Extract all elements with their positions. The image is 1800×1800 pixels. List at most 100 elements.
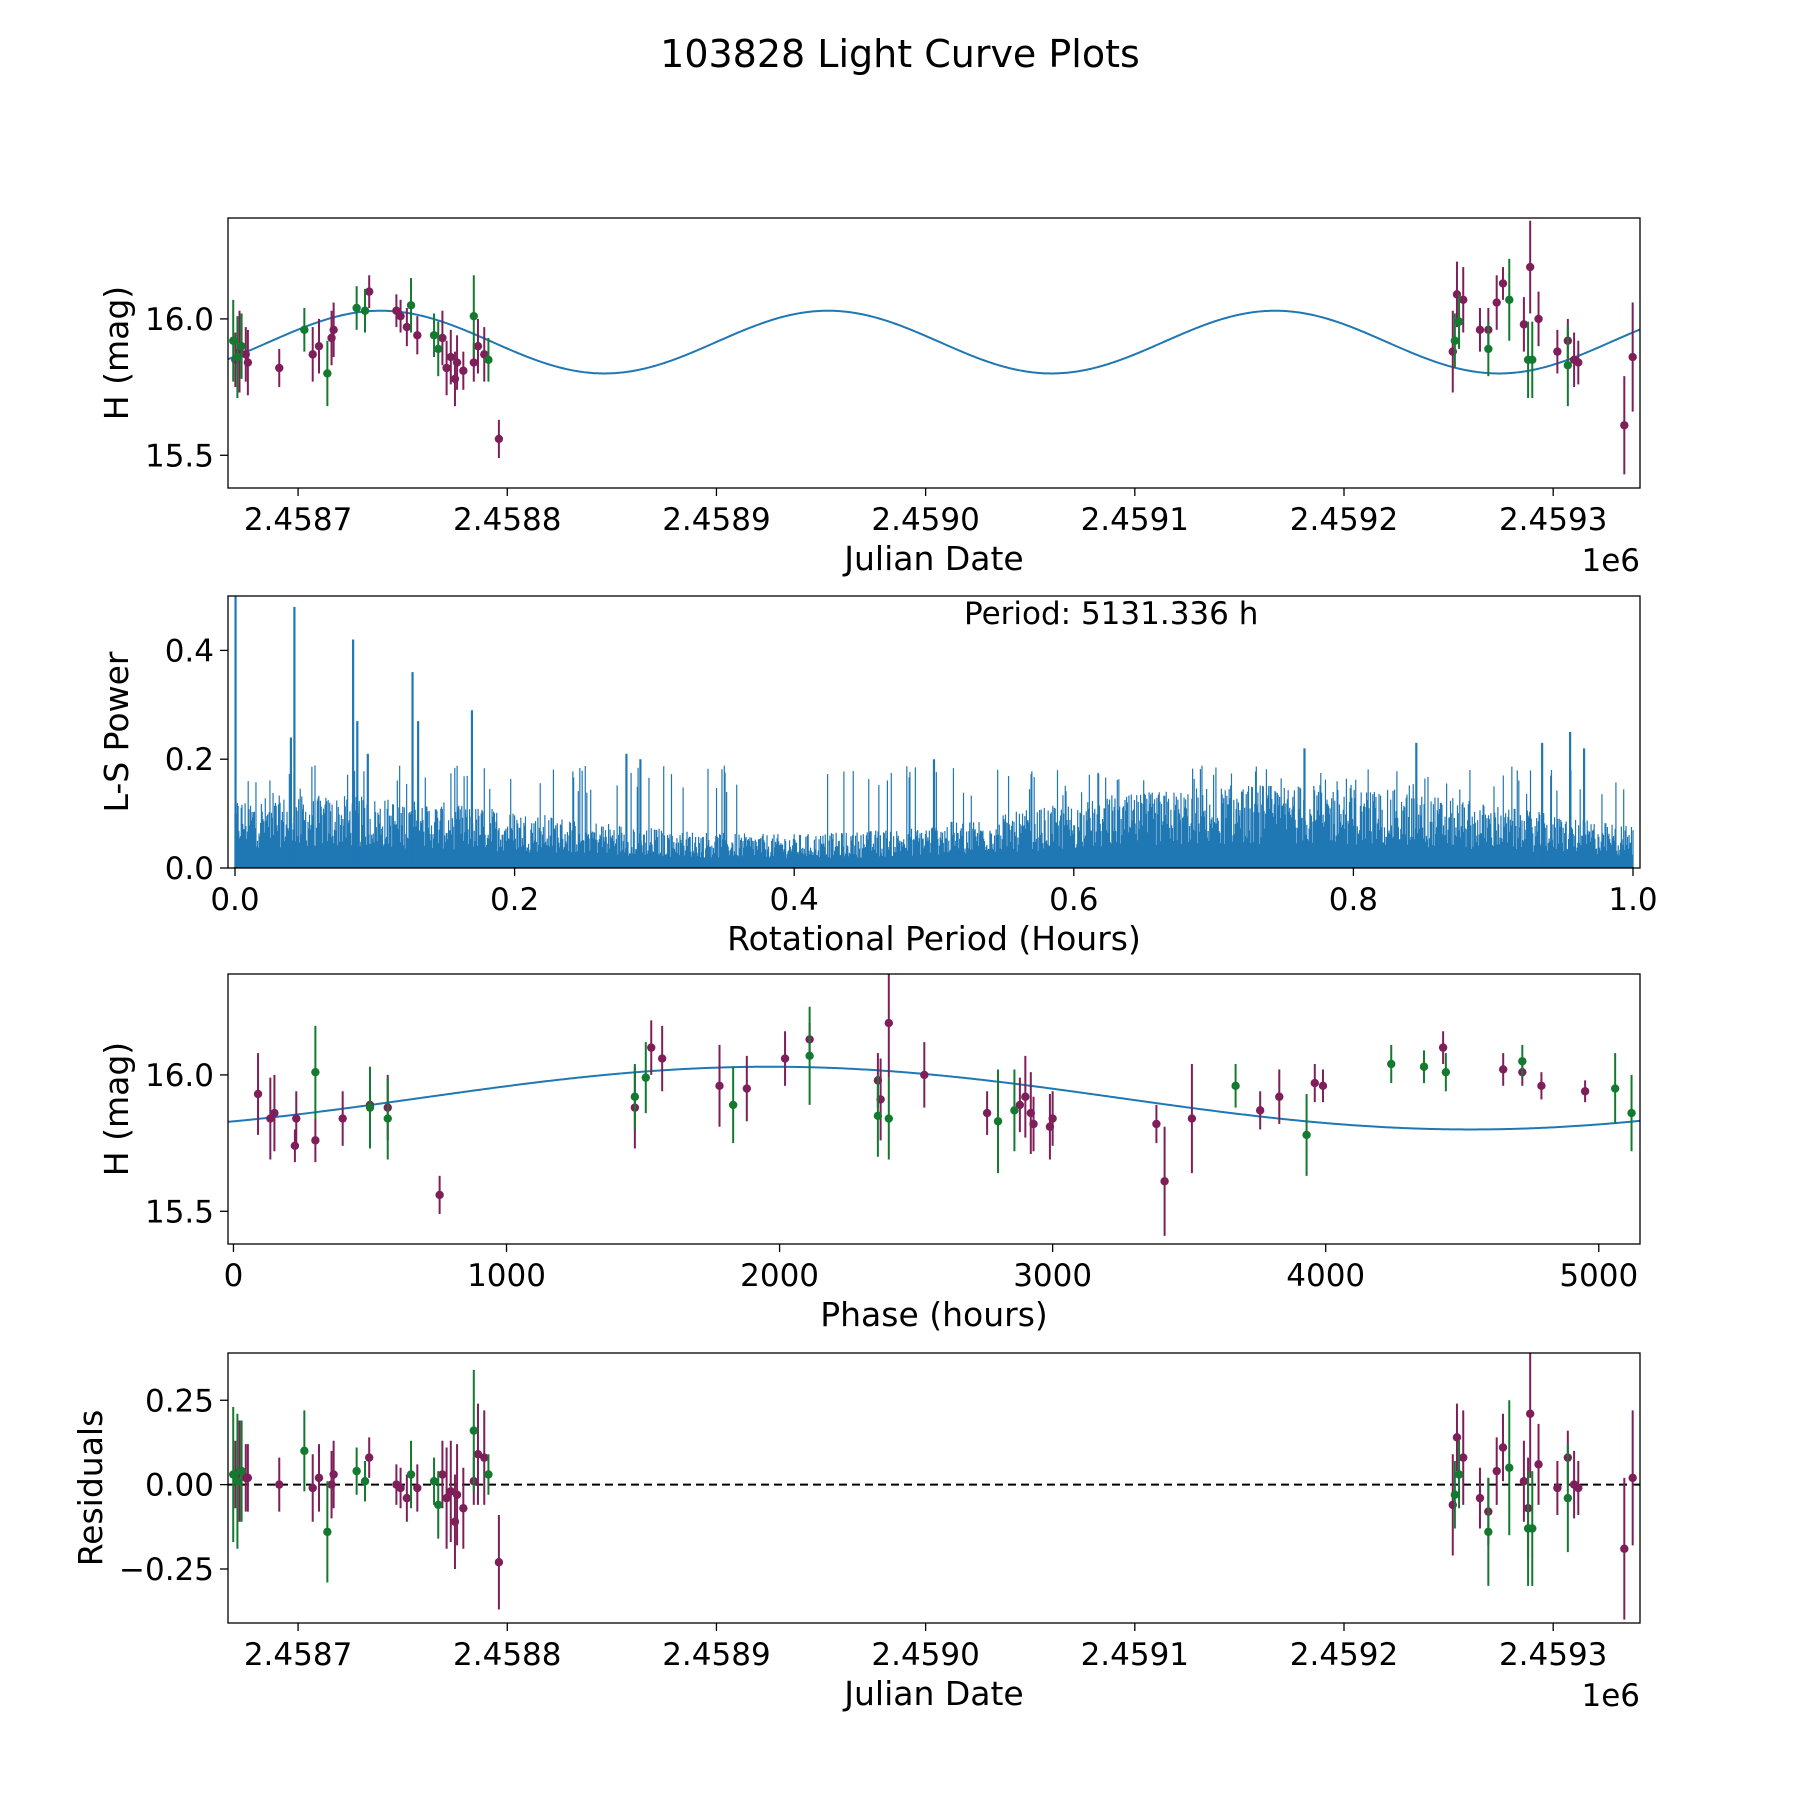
data-point [728,1100,738,1110]
x-tick-label: 1.0 [1608,882,1657,918]
data-point [1255,1106,1265,1115]
data-point [1484,1527,1493,1537]
data-point [442,363,451,373]
period-annotation: Period: 5131.336 h [964,596,1258,632]
data-point [442,1493,451,1503]
x-tick-label: 0.0 [210,882,259,918]
data-point [469,1426,478,1435]
data-point [1318,1081,1328,1091]
data-point [1528,1524,1537,1533]
x-tick-label: 2.4593 [1499,502,1607,538]
data-point [1152,1119,1161,1129]
data-point [237,1466,246,1476]
data-point [641,1073,650,1082]
data-point [1015,1100,1025,1110]
data-point [469,358,478,367]
y-tick-label: 0.0 [165,851,214,887]
x-tick-label: 2.4590 [871,502,979,538]
data-point [253,1089,263,1099]
x-tick-label: 2.4592 [1290,1637,1398,1673]
x-axis-label: Julian Date [842,539,1024,578]
y-tick-label: 15.5 [145,438,214,474]
y-axis-label: Residuals [71,1410,110,1567]
data-point [1620,1544,1629,1553]
data-point [446,352,455,362]
data-point [494,1558,504,1567]
data-point [780,1054,790,1063]
data-point [1021,1092,1030,1101]
data-point [1563,361,1573,370]
data-point [1048,1114,1057,1123]
y-axis-label: H (mag) [97,1042,136,1176]
x-tick-label: 5000 [1559,1258,1638,1294]
data-point [1525,1409,1535,1418]
data-point [469,311,478,321]
data-point [1419,1062,1429,1071]
data-point [237,341,246,351]
axes-frame [227,973,1641,1245]
y-tick-label: 0.25 [145,1383,214,1419]
data-point [413,331,422,340]
data-point [473,1450,483,1459]
data-point [406,301,416,310]
data-point [715,1081,724,1091]
data-point [360,306,370,315]
x-tick-label: 2.4591 [1081,502,1189,538]
data-point [365,287,374,296]
data-point [982,1108,992,1118]
data-point [229,1470,238,1479]
data-point [1492,298,1501,307]
data-point [406,1470,416,1479]
data-point [1441,1067,1451,1077]
data-point [1534,1460,1543,1469]
data-point [1574,1483,1583,1493]
axes-frame [227,595,1641,869]
data-point [1628,352,1637,362]
y-tick-label: 16.0 [145,302,214,338]
y-tick-label: 0.4 [165,633,214,669]
data-point [1310,1078,1319,1088]
data-point [993,1117,1003,1126]
x-tick-label: 2.4587 [244,502,352,538]
y-tick-label: 16.0 [145,1058,214,1094]
x-tick-label: 4000 [1286,1258,1365,1294]
data-point [434,344,443,354]
x-tick-label: 3000 [1013,1258,1092,1294]
data-point [1553,1483,1562,1493]
data-point [233,352,242,362]
data-point [1475,1493,1485,1503]
data-point [365,1453,374,1462]
x-tick-label: 2.4587 [244,1637,352,1673]
data-point [1459,1453,1468,1462]
data-point [292,1114,301,1123]
data-point [402,322,412,332]
data-point [1518,1057,1527,1066]
data-point [329,1470,338,1479]
data-point [243,1473,253,1483]
data-point [1275,1092,1284,1101]
y-tick-label: 0.2 [165,742,214,778]
data-point [884,1114,894,1123]
x-tick-label: 2.4588 [453,1637,561,1673]
y-axis-label: L-S Power [97,651,136,812]
data-point [270,1108,279,1118]
x-tick-label: 2.4591 [1081,1637,1189,1673]
data-point [494,434,504,444]
data-point [290,1141,300,1151]
x-offset-label: 1e6 [1581,543,1640,579]
y-tick-label: 0.00 [145,1468,214,1504]
data-point [1553,347,1562,356]
data-point [920,1070,929,1080]
data-point [329,325,338,335]
data-point [1563,1493,1573,1503]
data-point [429,1477,439,1486]
data-point [459,366,468,375]
x-tick-label: 2.4589 [662,1637,770,1673]
data-point [243,358,253,367]
data-point [1484,344,1493,354]
x-tick-label: 0.2 [490,882,539,918]
data-point [438,1470,447,1479]
data-point [352,1466,361,1476]
residuals-panel: 2.4587 2.4588 2.4589 2.4590 2.4591 2.4592 2.45… [71,1352,1641,1714]
